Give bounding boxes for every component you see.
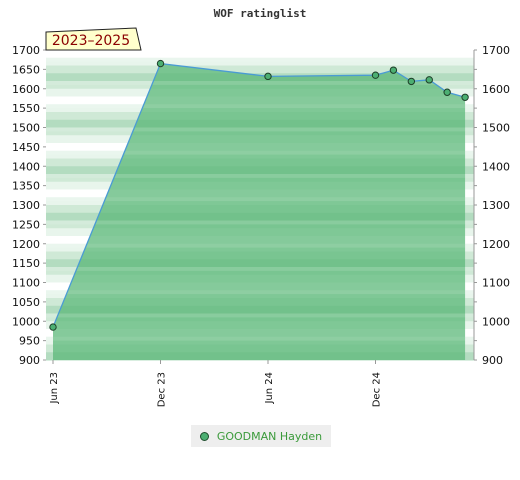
x-tick-label: Jun 23 <box>49 372 60 405</box>
area-stripe <box>46 127 474 132</box>
y-tick-label: 900 <box>19 354 40 367</box>
data-point <box>407 77 416 86</box>
chart-title: WOF ratinglist <box>214 7 307 20</box>
background-band <box>46 65 474 74</box>
x-tick-label: Dec 23 <box>157 372 168 407</box>
y-tick-label-right: 1500 <box>482 122 510 135</box>
area-stripe <box>46 150 474 155</box>
y-tick-label: 1350 <box>12 180 40 193</box>
y-tick-label: 1000 <box>12 315 40 328</box>
background-band <box>46 50 474 59</box>
area-stripe <box>46 220 474 225</box>
area-stripe <box>46 290 474 295</box>
area-stripe <box>46 104 474 109</box>
y-tick-label-right: 1400 <box>482 160 510 173</box>
x-tick-label: Dec 24 <box>372 372 383 407</box>
y-tick-label-right: 900 <box>482 354 503 367</box>
y-tick-label: 950 <box>19 335 40 348</box>
y-tick-label: 1300 <box>12 199 40 212</box>
legend: GOODMAN Hayden <box>191 425 331 447</box>
y-tick-label: 1050 <box>12 296 40 309</box>
data-point <box>443 88 451 96</box>
area-stripe <box>46 57 474 62</box>
y-tick-label: 1250 <box>12 218 40 231</box>
y-tick-label: 1600 <box>12 83 40 96</box>
y-tick-label: 1700 <box>12 44 40 57</box>
y-tick-label-right: 1700 <box>482 44 510 57</box>
legend-marker <box>199 431 209 441</box>
y-tick-label: 1400 <box>12 160 40 173</box>
data-point <box>156 59 165 68</box>
y-tick-label-right: 1000 <box>482 315 510 328</box>
y-tick-label-right: 1300 <box>482 199 510 212</box>
y-tick-label: 1650 <box>12 63 40 76</box>
data-point <box>425 76 433 84</box>
x-tick-label: Jun 24 <box>264 372 275 405</box>
y-tick-label-right: 1100 <box>482 277 510 290</box>
y-tick-label: 1100 <box>12 277 40 290</box>
y-tick-label: 1500 <box>12 122 40 135</box>
background-band <box>46 57 474 66</box>
area-stripe <box>46 81 474 85</box>
y-tick-label: 1150 <box>12 257 40 270</box>
data-point <box>461 93 469 101</box>
data-point <box>371 71 380 79</box>
area-stripe <box>46 336 474 341</box>
series-area <box>53 63 466 360</box>
y-tick-label: 1450 <box>12 141 40 154</box>
year-badge: 2023–2025 <box>45 27 142 51</box>
area-stripe <box>46 197 474 202</box>
y-tick-label-right: 1600 <box>482 83 510 96</box>
data-point <box>49 323 57 331</box>
y-tick-label: 1550 <box>12 102 40 115</box>
area-stripe <box>46 174 474 178</box>
data-point <box>264 72 272 81</box>
data-point <box>389 66 398 74</box>
area-stripe <box>46 243 474 248</box>
area-stripe <box>46 313 474 318</box>
y-tick-label-right: 1200 <box>482 238 510 251</box>
area-stripe <box>46 267 474 271</box>
y-tick-label: 1200 <box>12 238 40 251</box>
year-badge-label: 2023–2025 <box>52 33 130 49</box>
legend-label: GOODMAN Hayden <box>216 429 323 443</box>
